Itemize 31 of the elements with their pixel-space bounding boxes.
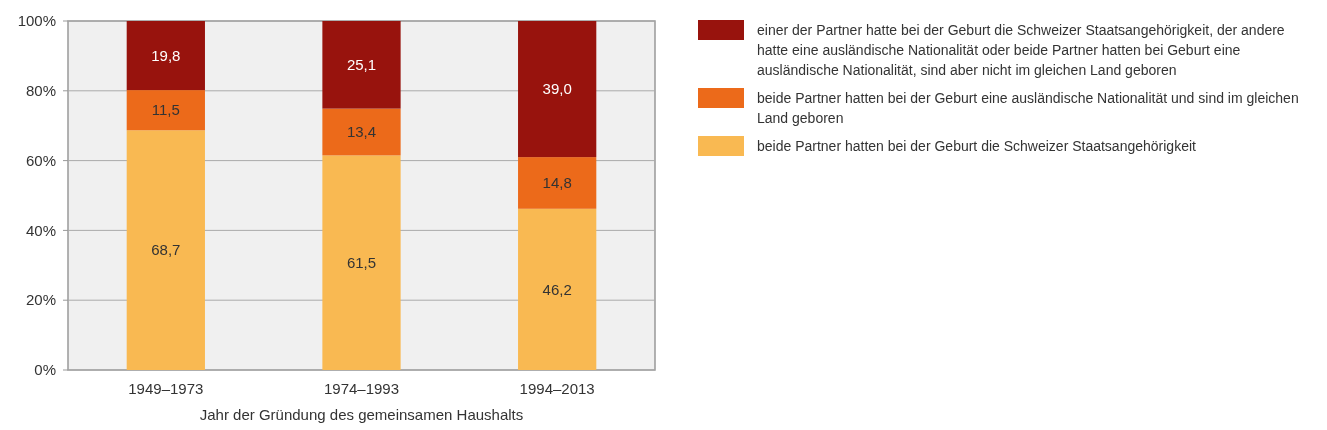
- data-label: 13,4: [346, 123, 377, 141]
- x-tick-label: 1949–1973: [128, 380, 204, 397]
- bar: [518, 208, 597, 370]
- x-tick-label: 1974–1993: [323, 380, 400, 397]
- bar: [518, 157, 597, 209]
- bar: [126, 21, 205, 91]
- bar: [322, 155, 401, 370]
- y-tick-label: 80%: [25, 82, 56, 100]
- y-tick-label: 100%: [17, 12, 56, 30]
- bar: [518, 21, 597, 158]
- y-tick-label: 60%: [25, 151, 56, 169]
- data-label: 46,2: [542, 280, 572, 298]
- data-label: 14,8: [542, 174, 572, 192]
- legend-label: beide Partner hatten bei der Geburt die Schweizer Staatsangehörigkeit: [757, 138, 1197, 154]
- data-label: 61,5: [346, 253, 377, 271]
- data-label: 11,5: [151, 101, 180, 119]
- bar: [126, 90, 205, 131]
- data-label: 68,7: [151, 241, 181, 259]
- y-tick-label: 20%: [25, 291, 56, 309]
- bar: [126, 130, 205, 370]
- x-tick-label: 1994–2013: [519, 380, 595, 397]
- data-label: 25,1: [346, 56, 377, 74]
- data-label: 39,0: [542, 80, 572, 98]
- legend-label: beide Partner hatten bei der Geburt eine ausländische Nationalität und sind im gleichen Land geboren: [757, 90, 1299, 126]
- legend-label: einer der Partner hatte bei der Geburt die Schweizer Staatsangehörigkeit, der andere hatte eine ausländische Nationalität oder beide Partner hatten bei Geburt eine ausländische Nationalität, sind aber nicht im gleichen Land geboren: [757, 22, 1285, 78]
- bar: [322, 108, 401, 156]
- data-label: 19,8: [151, 46, 181, 64]
- bar: [322, 21, 401, 109]
- y-tick-label: 0%: [34, 361, 56, 379]
- y-tick-label: 40%: [25, 221, 56, 239]
- x-axis-title: Jahr der Gründung des gemeinsamen Haushalts: [199, 406, 524, 423]
